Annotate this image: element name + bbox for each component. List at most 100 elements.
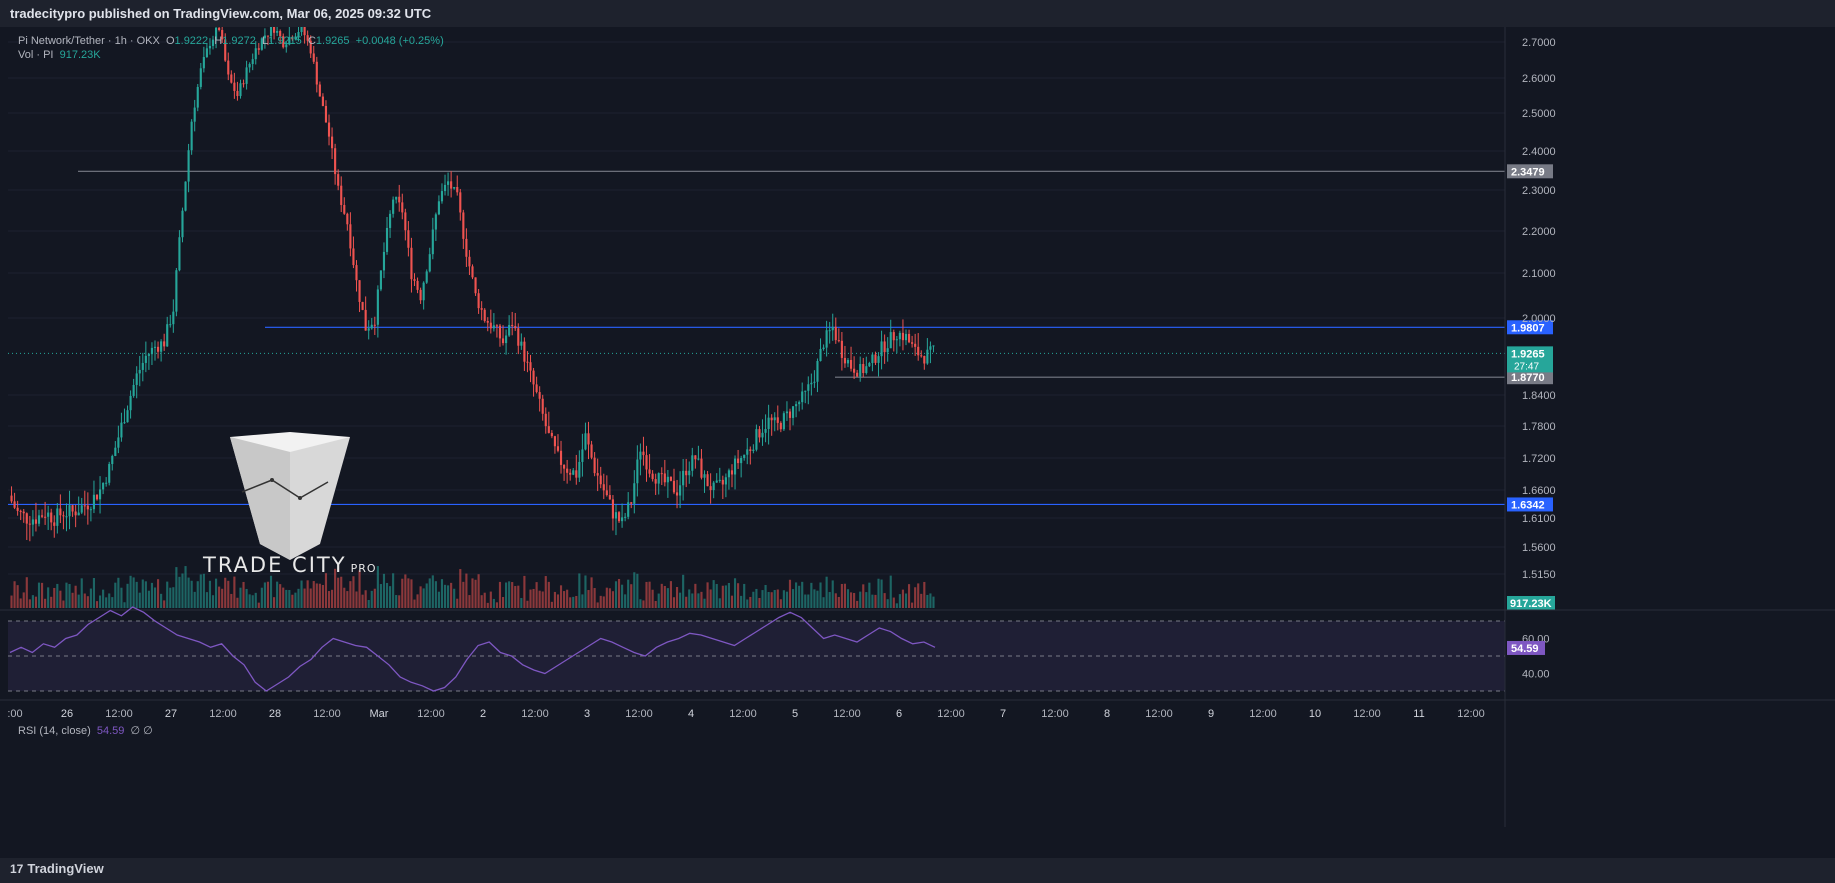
volume-bar [740, 595, 743, 608]
candle-body [743, 454, 746, 458]
volume-bar [169, 587, 172, 608]
price-axis: 2.7000 2.6000 2.5000 2.4000 2.3000 2.2000 2.10… [1504, 27, 1556, 827]
volume-bar [331, 589, 334, 608]
volume-bar [837, 596, 840, 608]
volume-bar [883, 593, 886, 608]
tradingview-logo[interactable]: 17 TradingView [10, 861, 104, 876]
candle-body [150, 347, 154, 355]
candle-body [889, 332, 892, 349]
volume-bar [276, 581, 279, 608]
volume-bar [315, 583, 318, 608]
volume-bar [431, 575, 434, 608]
candle-body [914, 343, 917, 347]
candle-body [141, 362, 144, 370]
time-tick-label: 12:00 [105, 708, 133, 720]
candle-body [89, 509, 92, 511]
watermark-text: TRADE CITY PRO [203, 553, 377, 577]
volume-bar [834, 593, 837, 608]
volume-bar [321, 585, 324, 608]
candle-body [483, 309, 486, 321]
volume-bar [294, 592, 297, 608]
volume-bar [31, 595, 34, 608]
time-tick-label: 12:00 [313, 708, 341, 720]
volume-bar [156, 579, 160, 608]
candle-body [19, 510, 22, 512]
time-tick-label: 3 [584, 708, 590, 720]
candle-body [309, 40, 312, 54]
candle-body [337, 174, 340, 186]
volume-bar [404, 574, 407, 608]
candle-body [810, 382, 813, 385]
countdown-label: 27:47 [1514, 361, 1539, 372]
candle-body [334, 148, 337, 175]
footer-bar: 17 TradingView [0, 858, 1835, 883]
candle-body [639, 451, 642, 460]
candle-body [324, 105, 328, 123]
candle-body [254, 48, 257, 60]
volume-bar [532, 588, 535, 608]
candle-body [428, 254, 431, 272]
volume-bar [648, 581, 651, 608]
candle-body [529, 362, 532, 371]
level-badge [1507, 164, 1553, 179]
candle-body [108, 464, 111, 483]
volume-bar [260, 587, 263, 608]
candle-body [547, 426, 550, 433]
volume-bar [245, 588, 248, 608]
price-tick-label: 1.7800 [1522, 421, 1556, 433]
volume-bar [230, 593, 233, 608]
volume-bar [53, 587, 56, 608]
candle-body [892, 332, 895, 341]
volume-bar [602, 596, 605, 608]
volume-badge-label: 917.23K [1510, 598, 1552, 610]
candle-body [923, 356, 926, 364]
volume-bar [300, 580, 303, 608]
candle-body [679, 485, 682, 496]
candle-body [605, 490, 608, 496]
candle-body [813, 381, 816, 383]
volume-bar [361, 594, 364, 608]
candle-body [517, 328, 520, 346]
candle-body [358, 280, 361, 302]
candle-body [410, 247, 413, 280]
candle-body [83, 505, 86, 507]
volume-bar [492, 598, 495, 608]
candle-body [47, 512, 50, 517]
volume-bar [572, 596, 575, 608]
candle-body [236, 90, 239, 97]
volume-bar [25, 577, 28, 608]
candle-body [95, 494, 99, 500]
candle-body [291, 36, 294, 40]
candle-body [575, 470, 578, 478]
candle-body [782, 413, 785, 430]
volume-bar [563, 591, 566, 608]
volume-bar [746, 599, 749, 608]
candle-body [801, 391, 804, 403]
candle-body [370, 324, 373, 329]
level-badge [1507, 320, 1553, 335]
candle-body [776, 417, 779, 423]
candle-body [22, 511, 25, 514]
candle-body [697, 458, 700, 460]
volume-bar [465, 573, 468, 608]
price-tick-label: 2.7000 [1522, 37, 1556, 49]
volume-bar [605, 587, 608, 608]
candle-body [682, 470, 685, 486]
volume-bar [269, 575, 273, 608]
candle-body [62, 515, 65, 517]
candle-body [156, 346, 160, 352]
candle-body [361, 301, 364, 310]
candle-body [822, 347, 825, 350]
volume-bar [654, 600, 657, 608]
candle-body [862, 363, 865, 373]
volume-bar [926, 594, 929, 608]
candle-body [520, 341, 523, 346]
volume-bar [489, 591, 492, 608]
candle-body [474, 277, 477, 294]
candle-body [840, 340, 843, 358]
volume-bar [569, 597, 572, 608]
candle-body [917, 346, 920, 356]
volume-bar [779, 599, 782, 608]
volume-bar [352, 576, 355, 608]
volume-bar [306, 580, 309, 608]
